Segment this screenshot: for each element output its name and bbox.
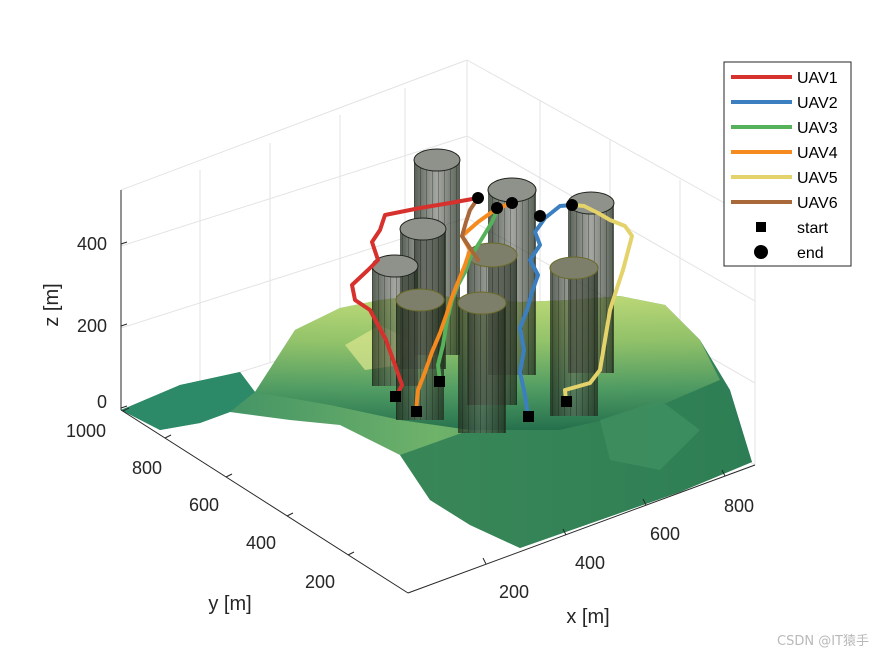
y-tick-label: 200 [305, 572, 335, 592]
z-tick-label: 200 [77, 316, 107, 336]
uav5-path [563, 203, 634, 403]
x-tick-label: 600 [650, 524, 680, 544]
end-marker-uav5 [566, 199, 578, 211]
start-marker-uav3 [434, 376, 445, 387]
start-marker-uav1 [390, 391, 401, 402]
legend-label: start [797, 220, 829, 237]
start-markers [390, 376, 572, 422]
y-axis-line [120, 409, 409, 594]
legend-label: end [797, 245, 824, 262]
end-marker-uav2 [534, 210, 546, 222]
y-tick-label: 600 [189, 495, 219, 515]
start-marker-icon [756, 222, 766, 232]
legend-label: UAV3 [797, 120, 838, 137]
y-axis-label: y [m] [208, 593, 251, 615]
end-marker-uav1 [472, 192, 484, 204]
y-tick-label: 800 [132, 458, 162, 478]
axes-lines [120, 190, 756, 594]
start-marker-uav5 [561, 396, 572, 407]
cylinder-7 [549, 256, 599, 416]
cylinder-8 [395, 288, 445, 420]
z-ticks [120, 241, 128, 409]
legend-label: UAV6 [797, 195, 838, 212]
y-tick-label: 1000 [66, 421, 106, 441]
start-marker-uav4 [411, 406, 422, 417]
x-axis-label: x [m] [566, 606, 609, 628]
legend-box [723, 61, 852, 267]
x-tick-label: 400 [575, 553, 605, 573]
uav-paths [350, 196, 634, 418]
x-tick-label: 200 [499, 582, 529, 602]
uav4-path [414, 201, 512, 413]
legend-label: UAV2 [797, 95, 838, 112]
legend-label: UAV5 [797, 170, 838, 187]
legend-label: UAV1 [797, 70, 838, 87]
z-tick-label: 0 [97, 392, 107, 412]
watermark-text: CSDN @IT猿手 [777, 634, 869, 649]
x-ticks [482, 469, 726, 565]
cylinder-9 [457, 291, 507, 433]
z-axis-label: z [m] [41, 283, 63, 326]
x-axis-line [407, 464, 756, 594]
x-tick-label: 800 [724, 496, 754, 516]
start-marker-uav2 [523, 411, 534, 422]
uav6-path [460, 196, 480, 262]
y-ticks [122, 407, 355, 556]
z-tick-label: 400 [77, 234, 107, 254]
legend-label: UAV4 [797, 145, 838, 162]
end-markers [472, 192, 578, 222]
end-marker-uav3 [491, 202, 503, 214]
end-marker-icon [754, 245, 768, 259]
legend: UAV1 UAV2 UAV3 UAV4 UAV5 UAV6 start end [723, 61, 852, 267]
obstacle-cylinders [371, 148, 615, 433]
y-tick-label: 400 [246, 533, 276, 553]
uav1-path [350, 196, 480, 399]
end-marker-uav4 [506, 197, 518, 209]
